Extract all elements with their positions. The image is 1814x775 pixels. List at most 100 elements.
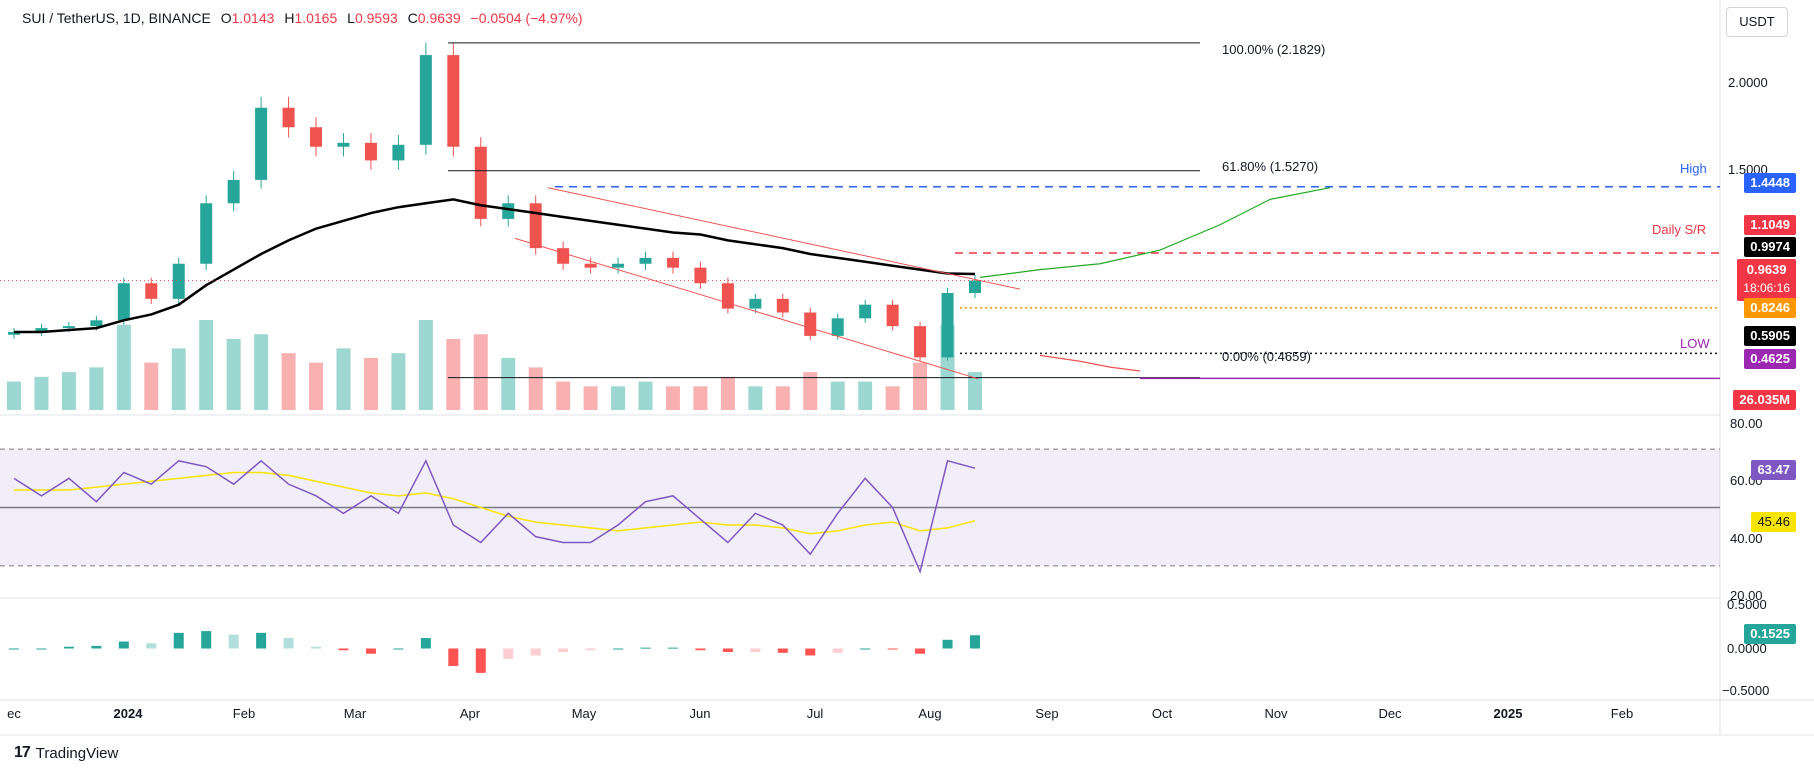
rsi-line	[13, 459, 976, 575]
tradingview-brand-text: TradingView	[35, 744, 119, 762]
sma200-price-tag: 0.9974	[1744, 237, 1796, 257]
daily-sr-price-tag: 1.1049	[1744, 215, 1796, 235]
change-value: −0.0504 (−4.97%)	[470, 10, 583, 26]
macd-histogram-bar	[915, 648, 926, 654]
channel-upper-line	[547, 187, 1021, 290]
macd-axis-label: 0.5000	[1727, 597, 1767, 612]
sma200-line	[14, 198, 976, 334]
candle-body	[255, 107, 268, 180]
time-axis-label: Apr	[459, 706, 481, 721]
candle-body	[639, 257, 652, 264]
rsi-axis-label: 80.00	[1730, 416, 1763, 431]
volume-bar	[281, 353, 296, 410]
volume-bar	[446, 338, 461, 410]
low-price-tag: 0.4625	[1744, 349, 1796, 369]
macd-histogram-bar	[36, 648, 47, 650]
candle-body	[529, 203, 542, 249]
volume-bar	[309, 362, 324, 410]
candle-body	[859, 304, 872, 319]
volume-bar	[638, 381, 653, 410]
tradingview-logo[interactable]: 17 TradingView	[14, 744, 118, 762]
macd-histogram-bar	[558, 648, 569, 652]
macd-histogram-bar	[118, 641, 129, 649]
volume-bar	[858, 381, 873, 410]
time-axis-label: 2025	[1493, 706, 1523, 721]
candle-body	[145, 283, 158, 299]
close-value: 0.9639	[417, 10, 461, 26]
rsi-ma-value-tag: 45.46	[1751, 512, 1796, 532]
macd-histogram-bar	[860, 648, 871, 650]
support1-price-tag: 0.8246	[1744, 298, 1796, 318]
time-axis-label: Jul	[806, 706, 824, 721]
macd-histogram-bar	[585, 648, 596, 651]
candle-body	[337, 142, 350, 147]
volume-bar	[336, 348, 351, 410]
volume-bar	[171, 348, 186, 410]
time-axis-label: Mar	[343, 706, 367, 721]
fib-label-618: 61.80% (1.5270)	[1222, 159, 1319, 174]
low-value: 0.9593	[354, 10, 398, 26]
macd-histogram-bar	[365, 648, 376, 654]
time-axis-label: ec	[7, 706, 21, 721]
currency-button[interactable]: USDT	[1726, 7, 1788, 37]
candle-body	[172, 263, 185, 299]
volume-bar	[363, 357, 378, 410]
volume-bar	[116, 324, 131, 410]
candle-body	[227, 179, 240, 204]
candle-body	[914, 326, 927, 358]
rsi-axis-label: 40.00	[1730, 531, 1763, 546]
candle-body	[310, 127, 323, 147]
high-label: H	[284, 10, 295, 26]
volume-bar	[556, 381, 571, 410]
last-price-value: 0.9639	[1746, 262, 1787, 277]
candle-body	[117, 283, 130, 321]
macd-histogram-bar	[530, 648, 541, 656]
countdown-timer: 18:06:16	[1743, 281, 1790, 295]
volume-bar	[775, 386, 790, 410]
volume-bar	[665, 386, 680, 410]
candle-body	[941, 293, 954, 358]
volume-bar	[803, 372, 818, 410]
candle-body	[200, 203, 213, 264]
candle-body	[776, 298, 789, 313]
open-value: 1.0143	[231, 10, 275, 26]
macd-histogram-bar	[722, 648, 733, 652]
candle-body	[282, 107, 295, 128]
rsi-value-tag: 63.47	[1751, 460, 1796, 480]
open-label: O	[220, 10, 232, 26]
volume-bar	[885, 386, 900, 410]
candle-body	[557, 248, 570, 264]
candle-body	[584, 263, 597, 268]
candle-body	[749, 298, 762, 309]
volume-bar	[473, 334, 488, 410]
macd-histogram-bar	[667, 647, 678, 649]
volume-bar	[61, 372, 76, 410]
macd-histogram-bar	[420, 638, 431, 649]
rsi-axis-label: 20.00	[1730, 588, 1763, 603]
volume-bar	[830, 381, 845, 410]
macd-histogram-bar	[613, 648, 624, 650]
candle-body	[694, 267, 707, 284]
time-axis-label: Jun	[689, 706, 711, 721]
candle-body	[62, 326, 75, 329]
macd-histogram-bar	[805, 648, 816, 656]
time-axis-label: Feb	[1610, 706, 1634, 721]
fib-label-100: 100.00% (2.1829)	[1222, 42, 1326, 57]
candle-body	[721, 283, 734, 309]
candle-body	[8, 332, 20, 335]
volume-bar	[7, 381, 21, 410]
volume-bar	[199, 320, 214, 410]
volume-bar	[693, 386, 708, 410]
tradingview-logo-icon: 17	[14, 744, 31, 761]
candle-body	[419, 55, 432, 145]
high-price-tag: 1.4448	[1744, 173, 1796, 193]
high-annotation: High	[1680, 161, 1707, 176]
volume-bar	[583, 386, 598, 410]
candle-body	[886, 304, 899, 327]
macd-histogram-bar	[777, 648, 788, 653]
macd-histogram-bar	[256, 632, 267, 649]
candle-body	[392, 144, 405, 161]
macd-histogram-bar	[832, 648, 843, 653]
macd-histogram-bar	[311, 646, 322, 649]
